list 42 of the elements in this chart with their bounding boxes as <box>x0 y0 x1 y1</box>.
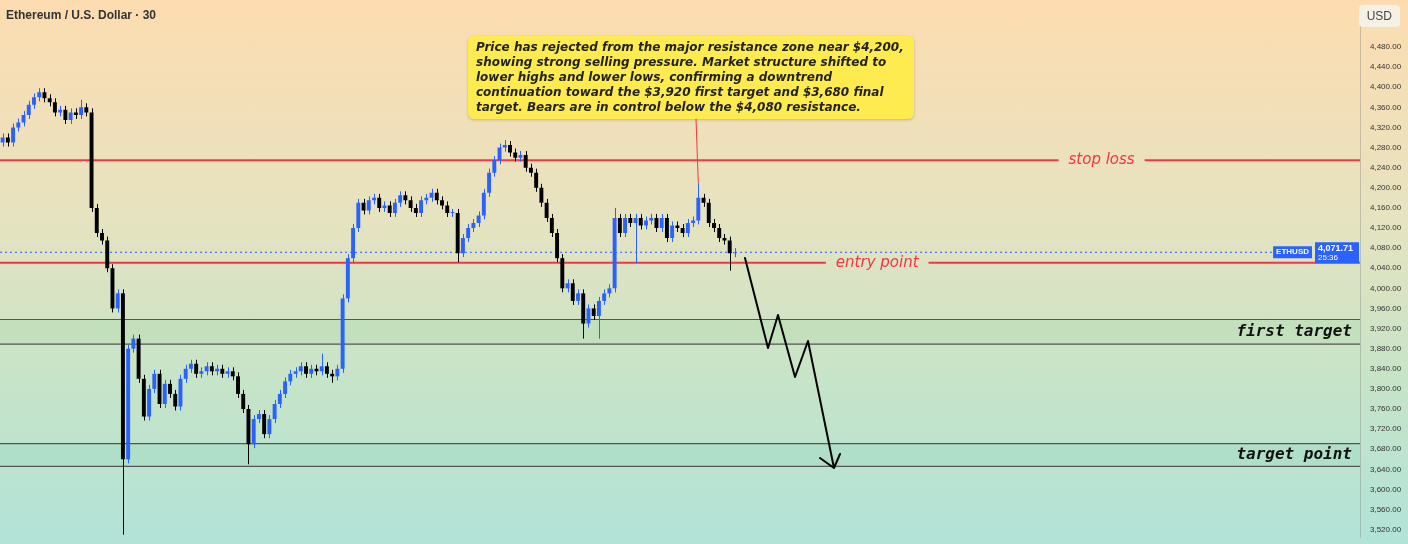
y-tick-label: 3,560.00 <box>1370 504 1402 514</box>
y-tick-label: 3,880.00 <box>1370 343 1402 353</box>
y-tick-label: 4,440.00 <box>1370 62 1402 72</box>
ref-line-label: entry point <box>835 252 920 271</box>
ref-line-label: stop loss <box>1068 150 1135 169</box>
y-tick-label: 4,320.00 <box>1370 122 1402 132</box>
candlestick <box>293 366 298 379</box>
y-tick-label: 4,400.00 <box>1370 82 1402 92</box>
y-tick-label: 4,200.00 <box>1370 182 1402 192</box>
y-tick-label: 3,600.00 <box>1370 484 1402 494</box>
y-tick-label: 3,800.00 <box>1370 384 1402 394</box>
y-tick-label: 3,640.00 <box>1370 464 1402 474</box>
y-tick-label: 4,480.00 <box>1370 42 1402 52</box>
y-tick-label: 4,360.00 <box>1370 102 1402 112</box>
candlestick <box>675 220 680 233</box>
y-tick-label: 4,240.00 <box>1370 162 1402 172</box>
y-tick-label: 3,680.00 <box>1370 444 1402 454</box>
band-label: target point <box>1236 444 1353 464</box>
y-tick-label: 4,080.00 <box>1370 243 1402 253</box>
y-tick-label: 4,280.00 <box>1370 142 1402 152</box>
candlestick <box>691 215 696 228</box>
annotation: 25:36 <box>1318 253 1339 263</box>
candlestick <box>73 107 78 120</box>
annotation: Price has rejected from the major resistance zone near $4,200, showing strong selling pressure. Market structure shifted to lower highs and lower lows, confirming a downtrend continuation toward the $3,920 first target and $3,680 final target. Bears are in control below the $4,080 resistance. <box>468 36 914 119</box>
y-tick-label: 3,720.00 <box>1370 424 1402 434</box>
candlestick <box>502 139 507 153</box>
chart-title: Ethereum / U.S. Dollar · 30 <box>6 8 157 22</box>
y-tick-label: 4,160.00 <box>1370 203 1402 213</box>
y-tick-label: 4,000.00 <box>1370 283 1402 293</box>
y-tick-label: 3,920.00 <box>1370 323 1402 333</box>
annotation: ETHUSD <box>1276 247 1310 257</box>
band-label: first target <box>1236 320 1353 340</box>
y-axis-title: USD <box>1358 5 1400 27</box>
y-tick-label: 4,120.00 <box>1370 223 1402 233</box>
candlestick <box>225 366 230 379</box>
ref-line-label: 4,071.71 <box>1318 242 1354 253</box>
y-tick-label: 4,040.00 <box>1370 263 1402 273</box>
y-tick-label: 3,760.00 <box>1370 404 1402 414</box>
y-tick-label: 3,520.00 <box>1370 524 1402 534</box>
candlestick <box>199 366 204 379</box>
y-tick-label: 3,960.00 <box>1370 303 1402 313</box>
y-tick-label: 3,840.00 <box>1370 363 1402 373</box>
